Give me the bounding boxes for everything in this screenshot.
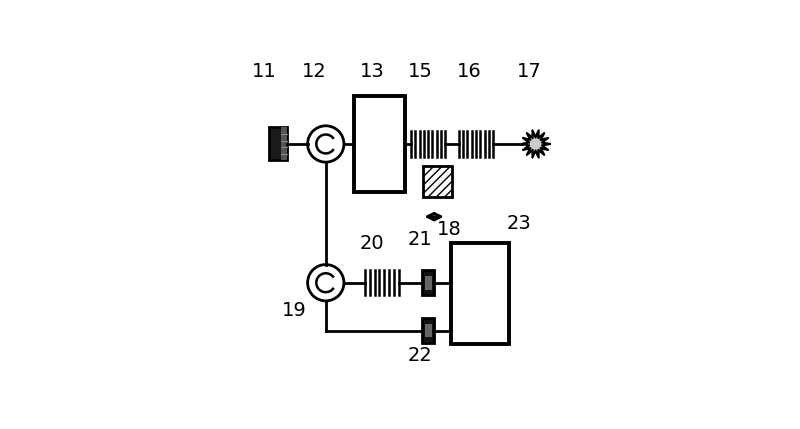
Text: 19: 19 [282,301,306,320]
Bar [269,127,287,160]
Text: 21: 21 [407,230,432,249]
Bar [281,127,287,160]
Text: 13: 13 [360,62,384,81]
Text: 23: 23 [506,214,531,233]
Text: 12: 12 [302,62,326,81]
Text: 22: 22 [407,346,432,365]
Polygon shape [522,130,550,157]
Text: 16: 16 [457,62,482,81]
Bar [422,166,452,197]
Text: 11: 11 [252,62,277,81]
Text: 17: 17 [517,62,542,81]
Bar [422,318,434,343]
Text: 18: 18 [438,221,462,239]
Bar [451,243,509,344]
Bar [354,96,405,192]
Bar [425,276,432,290]
Text: 20: 20 [360,233,384,253]
Bar [422,270,434,295]
Text: 15: 15 [407,62,432,81]
Bar [425,324,432,338]
